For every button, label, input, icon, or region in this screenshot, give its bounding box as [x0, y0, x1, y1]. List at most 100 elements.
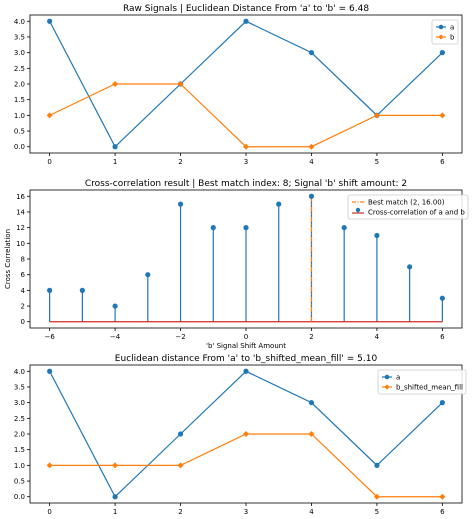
x-tick-label: −4 — [110, 333, 121, 341]
stem-marker — [407, 264, 413, 270]
y-tick-label: 1.5 — [14, 446, 25, 454]
data-point-b_shifted_mean_fill — [308, 431, 315, 437]
axes-frame — [29, 14, 463, 154]
data-point-b — [177, 81, 184, 87]
data-point-a — [112, 494, 118, 500]
y-tick-label: 2.5 — [14, 415, 25, 423]
stem-marker — [177, 201, 184, 207]
series-line-a — [49, 20, 443, 148]
x-tick-label: 3 — [244, 158, 248, 166]
x-tick-label: 0 — [47, 508, 51, 516]
series-line-b_shifted_mean_fill — [49, 433, 443, 498]
data-point-b_shifted_mean_fill — [177, 462, 184, 469]
stem-marker — [276, 201, 282, 207]
chart-panel-2: Cross-correlation result | Best match in… — [4, 179, 469, 350]
x-tick-label: 1 — [113, 508, 117, 516]
y-tick-label: 2 — [21, 303, 25, 311]
legend-marker — [355, 207, 361, 213]
y-tick-label: 2.0 — [14, 81, 25, 89]
legend-label: Best match (2, 16.00) — [368, 199, 445, 207]
x-tick-label: 5 — [375, 508, 379, 516]
y-tick-label: 4.0 — [14, 18, 25, 26]
data-point-a — [308, 50, 315, 56]
chart-title: Euclidean distance From 'a' to 'b_shifte… — [115, 354, 378, 364]
x-tick-label: 0 — [244, 333, 248, 341]
x-tick-label: 2 — [309, 333, 313, 341]
legend: a b_shifted_mean_fill — [377, 369, 467, 395]
y-tick-label: 0 — [21, 318, 25, 326]
chart-title: Cross-correlation result | Best match in… — [85, 179, 407, 189]
data-point-b_shifted_mean_fill — [439, 493, 446, 500]
stem-marker — [112, 303, 118, 309]
y-tick-label: 0.5 — [14, 128, 25, 136]
legend-box — [377, 369, 467, 395]
stem-marker — [210, 225, 216, 231]
y-tick-label: 16 — [16, 193, 25, 201]
y-tick-label: 1.0 — [14, 462, 25, 470]
data-point-a — [177, 431, 184, 437]
y-tick-label: 0.0 — [14, 493, 25, 501]
legend: ab — [431, 19, 459, 45]
data-point-b_shifted_mean_fill — [46, 462, 53, 469]
y-tick-label: 3.0 — [14, 399, 25, 407]
legend-marker — [384, 374, 390, 380]
data-point-a — [439, 400, 445, 406]
stem-marker — [308, 193, 315, 199]
y-tick-label: 2.0 — [14, 431, 25, 439]
y-tick-label: 1.0 — [14, 112, 25, 120]
y-tick-label: 4 — [21, 287, 26, 295]
y-tick-label: 14 — [16, 208, 25, 216]
y-tick-label: 0.0 — [14, 143, 25, 151]
x-tick-label: 1 — [113, 158, 117, 166]
legend-label: b_shifted_mean_fill — [396, 384, 463, 392]
x-tick-label: 6 — [440, 508, 445, 516]
legend-label: a — [396, 374, 400, 382]
legend-label: b — [450, 34, 455, 42]
x-tick-label: 4 — [375, 333, 380, 341]
chart-panel-3: Euclidean distance From 'a' to 'b_shifte… — [14, 354, 467, 516]
stem-marker — [341, 225, 347, 231]
data-point-b — [243, 143, 249, 150]
data-point-b_shifted_mean_fill — [373, 493, 380, 500]
legend-marker — [384, 384, 390, 390]
y-tick-label: 3.0 — [14, 49, 25, 57]
y-tick-label: 0.5 — [14, 478, 25, 486]
data-point-a — [243, 368, 249, 374]
x-tick-label: 4 — [309, 158, 314, 166]
x-tick-label: 0 — [47, 158, 51, 166]
x-tick-label: −6 — [44, 333, 55, 341]
data-point-b_shifted_mean_fill — [112, 462, 119, 469]
data-point-b — [439, 112, 446, 119]
x-tick-label: 2 — [178, 158, 182, 166]
x-axis-label: 'b' Signal Shift Amount — [206, 342, 286, 350]
y-tick-label: 3.5 — [14, 383, 25, 391]
x-tick-label: 2 — [178, 508, 182, 516]
legend-marker — [438, 24, 444, 30]
data-point-a — [374, 462, 380, 468]
chart-panel-1: Raw Signals | Euclidean Distance From 'a… — [14, 4, 463, 166]
x-tick-label: −2 — [175, 333, 185, 341]
data-point-a — [47, 368, 53, 374]
y-tick-label: 6 — [21, 271, 26, 279]
y-tick-label: 8 — [21, 256, 25, 264]
stem-marker — [47, 287, 53, 293]
data-point-b — [112, 81, 119, 87]
x-tick-label: 3 — [244, 508, 248, 516]
data-point-b_shifted_mean_fill — [243, 431, 249, 437]
legend-marker — [438, 34, 444, 40]
y-tick-label: 10 — [16, 240, 25, 248]
data-point-b — [373, 112, 380, 119]
legend-box — [431, 19, 459, 45]
x-tick-label: 6 — [440, 158, 445, 166]
stem-marker — [79, 287, 85, 293]
data-point-a — [308, 400, 315, 406]
legend: Best match (2, 16.00) Cross-correlation o… — [347, 194, 469, 220]
legend-label: Cross-correlation of a and b — [368, 209, 465, 217]
legend-box — [347, 194, 469, 220]
stem-marker — [145, 272, 151, 278]
data-point-a — [243, 18, 249, 24]
data-point-b — [308, 143, 315, 150]
x-tick-label: 5 — [375, 158, 379, 166]
series-line-b — [49, 83, 443, 148]
data-point-a — [112, 144, 118, 150]
